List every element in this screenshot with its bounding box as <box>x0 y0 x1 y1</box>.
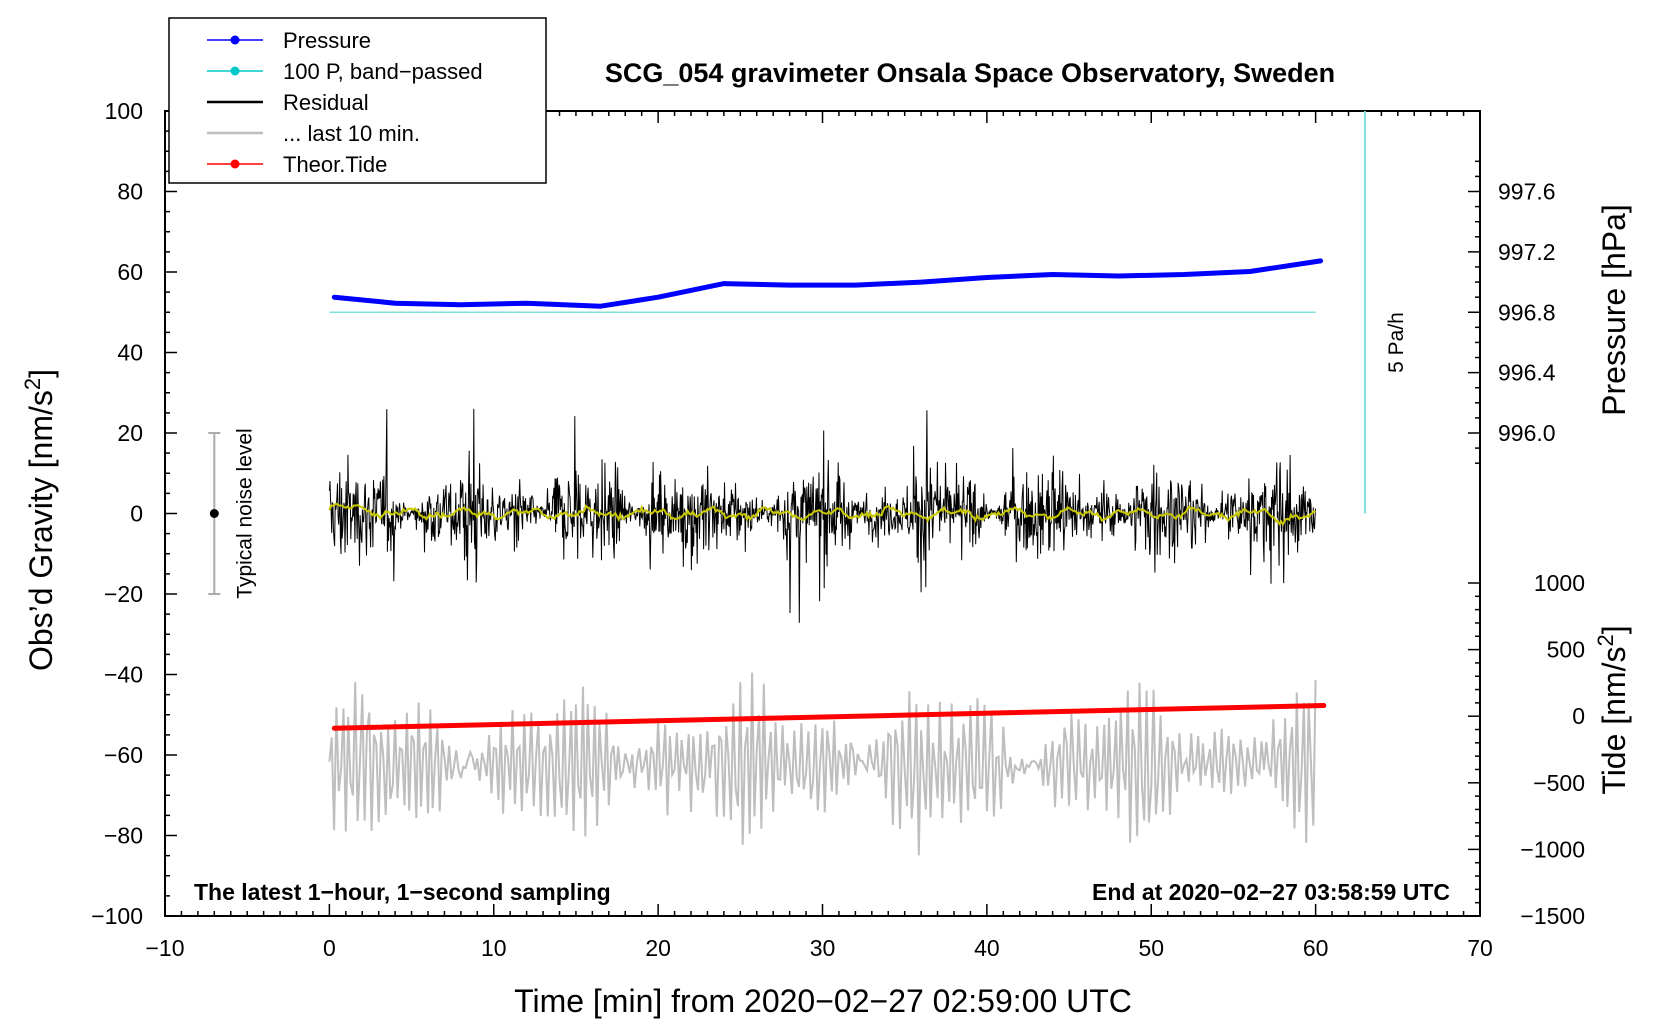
bottom-left-note: The latest 1−hour, 1−second sampling <box>194 879 611 905</box>
legend-label: Residual <box>283 90 369 115</box>
y-axis-label-gravity: Obs’d Gravity [nm/s2] <box>20 369 59 671</box>
noise-level-marker <box>208 432 221 595</box>
y-tick-label: −80 <box>104 823 143 849</box>
y-axis-label-tide-sup: 2 <box>1593 634 1618 646</box>
tide-tick-labels: 1000 500 0 −500 −1000 −1500 <box>1520 570 1585 929</box>
chart-title: SCG_054 gravimeter Onsala Space Observat… <box>605 58 1335 88</box>
y-tick-label: 40 <box>117 340 143 366</box>
y-tick-label: −60 <box>104 742 143 768</box>
noise-dot <box>209 509 219 518</box>
y-tick-label: −40 <box>104 662 143 688</box>
x-tick-label: 30 <box>810 935 836 961</box>
tide-tick-label: −1500 <box>1520 903 1585 929</box>
legend-marker <box>230 159 240 169</box>
axis-ticks <box>164 110 1481 917</box>
tide-tick-label: 0 <box>1572 703 1585 729</box>
rate-label: 5 Pa/h <box>1385 312 1408 373</box>
series-last-10-min <box>328 672 1317 856</box>
y-tick-label: 80 <box>117 179 143 205</box>
x-axis-label: Time [min] from 2020−02−27 02:59:00 UTC <box>514 983 1132 1019</box>
x-tick-label: 10 <box>481 935 507 961</box>
x-tick-label: 0 <box>323 935 336 961</box>
legend-label: ... last 10 min. <box>283 121 420 146</box>
pressure-tick-label: 996.0 <box>1498 420 1556 446</box>
x-tick-label: 50 <box>1138 935 1164 961</box>
y-tick-label: 100 <box>105 98 143 124</box>
y-tick-label: −100 <box>91 903 143 929</box>
series-smoothed-residual <box>328 502 1317 527</box>
noise-level-label: Typical noise level <box>233 428 256 598</box>
y-tick-labels: 100 80 60 40 20 0 −20 −40 −60 −80 −100 <box>91 98 143 929</box>
x-tick-label: 40 <box>974 935 1000 961</box>
tide-tick-label: 500 <box>1547 637 1585 663</box>
x-tick-label: 20 <box>645 935 671 961</box>
bottom-right-note: End at 2020−02−27 03:58:59 UTC <box>1092 879 1450 905</box>
legend-label: Pressure <box>283 28 371 53</box>
series-theor-tide <box>331 703 1327 731</box>
legend-label: Theor.Tide <box>283 152 387 177</box>
legend-marker <box>230 66 240 76</box>
x-tick-labels: −10 0 10 20 30 40 50 60 70 <box>145 935 1492 961</box>
y-axis-label-pressure: Pressure [hPa] <box>1596 204 1632 416</box>
x-tick-label: 60 <box>1303 935 1329 961</box>
x-tick-label: 70 <box>1467 935 1493 961</box>
series-pressure <box>331 258 1324 309</box>
y-tick-label: 0 <box>130 501 143 527</box>
tide-tick-label: −1000 <box>1520 836 1585 862</box>
y-tick-label: 20 <box>117 420 143 446</box>
pressure-tick-label: 997.2 <box>1498 239 1556 265</box>
pressure-tick-label: 996.8 <box>1498 299 1556 325</box>
pressure-tick-label: 996.4 <box>1498 360 1556 386</box>
y-axis-label-gravity-close: ] <box>23 369 59 378</box>
y-axis-label-tide-close: ] <box>1596 625 1632 634</box>
legend-marker <box>230 35 240 45</box>
y-axis-label-tide-text: Tide [nm/s <box>1596 646 1632 794</box>
series-layer <box>328 111 1366 856</box>
legend: Pressure 100 P, band−passed Residual ... la… <box>168 17 547 184</box>
y-axis-label-gravity-text: Obs’d Gravity [nm/s <box>23 390 59 671</box>
pressure-tick-label: 997.6 <box>1498 179 1556 205</box>
y-tick-label: −20 <box>104 581 143 607</box>
x-tick-label: −10 <box>145 935 184 961</box>
tide-tick-label: 1000 <box>1534 570 1585 596</box>
pressure-tick-labels: 997.6 997.2 996.8 996.4 996.0 <box>1498 179 1556 447</box>
y-axis-label-tide: Tide [nm/s2] <box>1593 625 1632 794</box>
y-axis-label-gravity-sup: 2 <box>20 378 45 390</box>
legend-label: 100 P, band−passed <box>283 59 483 84</box>
y-tick-label: 60 <box>117 259 143 285</box>
legend-box <box>168 17 547 184</box>
tide-tick-label: −500 <box>1533 770 1585 796</box>
